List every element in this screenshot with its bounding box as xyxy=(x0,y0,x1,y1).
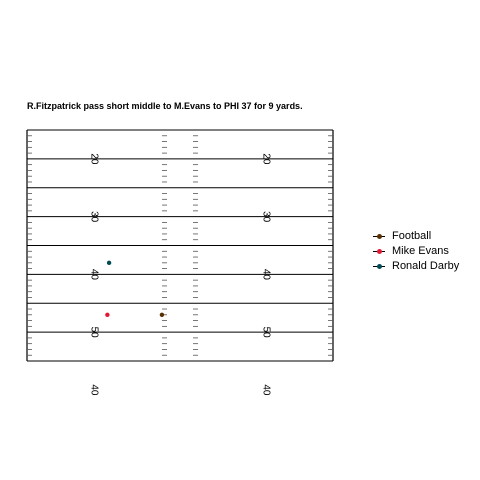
legend-label: Ronald Darby xyxy=(392,259,460,272)
legend-key xyxy=(372,229,386,243)
yard-number-label: 50 xyxy=(88,327,99,339)
legend-key xyxy=(372,244,386,258)
legend-item: Mike Evans xyxy=(372,243,459,258)
legend: Football Mike Evans Ronald Darby xyxy=(372,228,459,273)
legend-label: Mike Evans xyxy=(392,244,449,257)
point-football xyxy=(159,312,165,317)
legend-item: Football xyxy=(372,228,459,243)
yard-number-label: 40 xyxy=(260,384,271,396)
point-ronald-darby xyxy=(106,260,112,266)
legend-label: Football xyxy=(392,229,432,242)
chart-title: R.Fitzpatrick pass short middle to M.Eva… xyxy=(27,101,303,111)
yard-number-label: 40 xyxy=(88,269,99,281)
yard-number-label: 50 xyxy=(260,327,271,339)
point-mike-evans xyxy=(105,312,110,317)
yard-number-label: 30 xyxy=(88,211,99,223)
legend-item: Ronald Darby xyxy=(372,258,459,273)
yard-number-label: 20 xyxy=(260,153,271,165)
legend-key xyxy=(372,259,386,273)
yard-number-label: 40 xyxy=(88,384,99,396)
yard-number-label: 30 xyxy=(260,211,271,223)
yard-number-label: 40 xyxy=(260,269,271,281)
yard-number-label: 20 xyxy=(88,153,99,165)
